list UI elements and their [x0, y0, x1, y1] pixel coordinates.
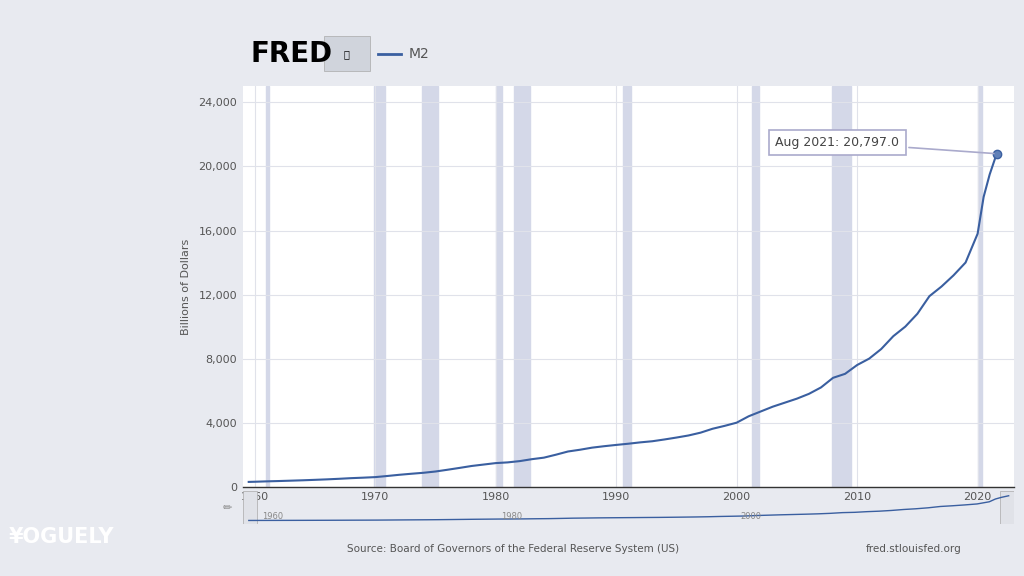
- Bar: [978, 86, 982, 487]
- FancyBboxPatch shape: [324, 36, 370, 71]
- Text: Aug 2021: 20,797.0: Aug 2021: 20,797.0: [775, 136, 994, 154]
- Bar: [624, 86, 631, 487]
- Text: ✏: ✏: [222, 503, 232, 513]
- Bar: [423, 86, 438, 487]
- Bar: [374, 86, 385, 487]
- Y-axis label: Billions of Dollars: Billions of Dollars: [181, 238, 191, 335]
- Text: Source: Board of Governors of the Federal Reserve System (US): Source: Board of Governors of the Federa…: [346, 544, 679, 554]
- Text: 📈: 📈: [344, 49, 350, 59]
- Bar: [752, 86, 759, 487]
- Text: 1960: 1960: [262, 512, 283, 521]
- Bar: [496, 86, 502, 487]
- Bar: [833, 86, 851, 487]
- Bar: [999, 491, 1014, 524]
- Text: 1980: 1980: [501, 512, 522, 521]
- Text: 2000: 2000: [740, 512, 761, 521]
- Text: ¥OGUELY: ¥OGUELY: [8, 527, 114, 547]
- Text: fred.stlouisfed.org: fred.stlouisfed.org: [865, 544, 962, 554]
- Text: FRED: FRED: [251, 40, 333, 68]
- Text: M2: M2: [409, 47, 429, 60]
- Bar: [266, 86, 268, 487]
- Bar: [514, 86, 529, 487]
- Bar: [243, 491, 257, 524]
